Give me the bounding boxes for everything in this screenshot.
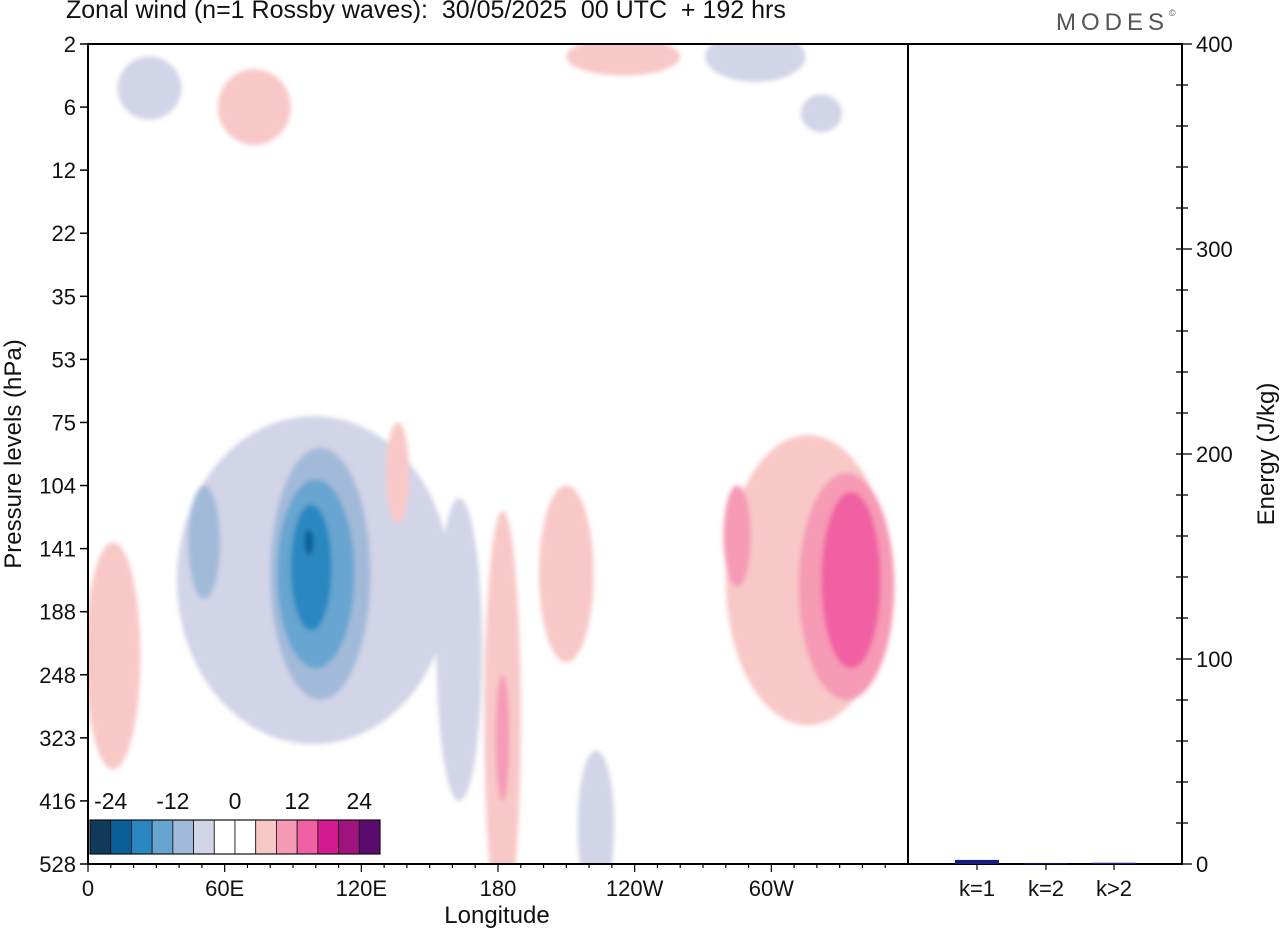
y-tick-label: 35 [52,284,76,309]
positive-wind-region [566,44,681,76]
logo-text: MODES [1056,9,1170,36]
y-tick-label: 141 [39,537,76,562]
energy-axis-label: Energy (J/kg) [1253,383,1280,526]
positive-wind-region [88,542,141,770]
colorbar: -24 -12 0 12 24 [89,788,381,855]
y-tick-label: 248 [39,663,76,688]
energy-tick-label: 100 [1196,647,1233,672]
energy-bar [955,859,999,864]
colorbar-swatch [213,819,236,855]
colorbar-swatch [276,819,298,855]
x-tick-label: 120W [606,876,664,901]
colorbar-swatch [89,819,112,855]
category-label: k>2 [1096,876,1132,901]
y-tick-label: 75 [52,410,76,435]
chart-title: Zonal wind (n=1 Rossby waves): 30/05/202… [66,0,786,24]
colorbar-swatch [296,819,319,855]
energy-bar [1024,863,1068,865]
colorbar-swatch [338,819,360,855]
negative-wind-region [304,529,314,555]
energy-bar-plot: 0 100 200 300 400 k=1 k=2 k>2 Energy (J/kg) [907,32,1280,901]
colorbar-tick-label: 12 [284,788,310,814]
bar-axes: 0 100 200 300 400 k=1 k=2 k>2 [959,32,1233,901]
y-tick-label: 53 [52,347,76,372]
colorbar-swatch [255,819,277,855]
energy-tick-label: 300 [1196,237,1233,262]
colorbar-swatch [193,819,215,855]
y-tick-label: 22 [52,221,76,246]
colorbar-swatch [358,819,381,855]
modes-logo: MODES© [1056,8,1176,37]
bar-layer [955,859,1136,865]
negative-wind-region [188,485,221,600]
negative-wind-region [705,44,806,82]
bar-plot-frame [907,43,1183,865]
energy-tick-label: 200 [1196,442,1233,467]
colorbar-tick-label: 24 [346,788,372,814]
colorbar-swatch [172,819,194,855]
y-tick-label: 104 [39,474,76,499]
positive-wind-region [723,485,751,587]
colorbar-swatch [110,819,132,855]
y-tick-label: 12 [52,158,76,183]
y-tick-label: 416 [39,789,76,814]
energy-bar [1092,862,1136,864]
colorbar-tick-label: 0 [229,788,242,814]
negative-wind-region [800,94,842,133]
heatmap-plot: -24 -12 0 12 24 2 6 12 22 35 53 75 104 141 188 248 323 4… [0,32,909,929]
x-tick-label: 60E [205,876,244,901]
negative-wind-region [290,504,332,631]
x-axis-label: Longitude [444,902,549,929]
y-axis-label: Pressure levels (hPa) [0,339,27,568]
x-tick-label: 60W [749,876,794,901]
colorbar-tick-label: -24 [94,788,127,814]
negative-wind-region [577,750,615,864]
energy-tick-label: 400 [1196,32,1233,57]
category-label: k=1 [959,876,995,901]
y-tick-label: 188 [39,600,76,625]
positive-wind-region [386,422,410,524]
positive-wind-region [539,485,594,663]
x-tick-label: 0 [82,876,94,901]
energy-tick-label: 0 [1196,852,1208,877]
colorbar-swatch [131,819,153,855]
contour-layer [88,44,895,864]
colorbar-swatch [234,819,257,855]
positive-wind-region [495,674,510,801]
negative-wind-region [436,498,483,801]
colorbar-tick-label: -12 [156,788,189,814]
y-tick-label: 2 [64,32,76,57]
category-label: k=2 [1028,876,1064,901]
y-tick-label: 528 [39,852,76,877]
y-tick-label: 6 [64,95,76,120]
colorbar-swatch [151,819,174,855]
positive-wind-region [217,69,291,145]
x-tick-label: 180 [480,876,517,901]
negative-wind-region [117,56,182,120]
contour-regions [88,44,895,864]
copyright-mark: © [1169,8,1176,18]
x-tick-label: 120E [336,876,387,901]
positive-wind-region [821,491,881,669]
colorbar-frame [89,819,381,855]
colorbar-swatch [317,819,339,855]
y-tick-label: 323 [39,726,76,751]
